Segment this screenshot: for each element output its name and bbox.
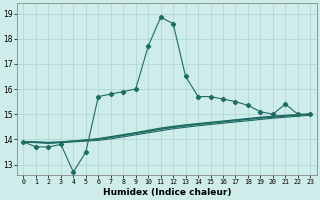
X-axis label: Humidex (Indice chaleur): Humidex (Indice chaleur)	[103, 188, 231, 197]
